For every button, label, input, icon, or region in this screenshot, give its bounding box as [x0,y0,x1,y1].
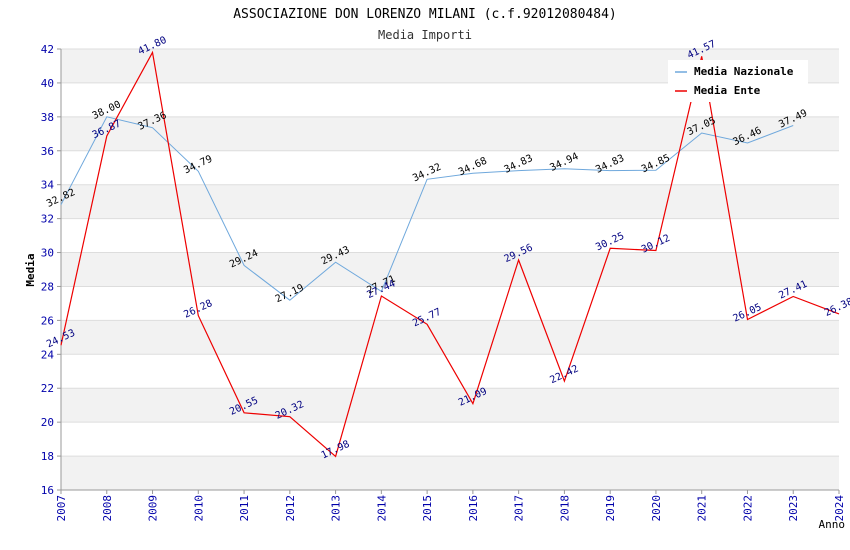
y-tick-label: 34 [41,179,55,192]
x-axis-ticks: 2007 2008 2009 2010 2011 2012 2013 2014 2015 2016… [55,490,846,522]
y-tick-label: 36 [41,145,54,158]
y-axis-label: Media [24,253,37,286]
x-tick-label: 2007 [55,495,68,522]
y-tick-label: 20 [41,416,54,429]
y-axis-ticks: 16 18 20 22 24 26 28 30 32 34 36 38 40 42 [41,43,61,497]
x-tick-label: 2018 [558,495,571,522]
y-tick-label: 28 [41,280,54,293]
x-tick-label: 2016 [467,495,480,522]
y-tick-label: 18 [41,450,54,463]
legend-label-nazionale: Media Nazionale [694,65,794,78]
grid-band [61,388,839,423]
data-label: 26.38 [823,296,850,319]
y-tick-label: 16 [41,484,54,497]
x-tick-label: 2021 [696,495,709,522]
grid-band [61,320,839,355]
x-tick-label: 2012 [284,495,297,522]
data-label: 34.83 [503,153,535,176]
data-label: 34.32 [411,162,443,185]
data-label: 26.28 [182,298,214,321]
chart-title: ASSOCIAZIONE DON LORENZO MILANI (c.f.920… [233,7,617,22]
data-label: 34.83 [594,153,626,176]
series-line-nazionale [60,116,794,301]
x-tick-label: 2023 [787,495,800,522]
grid-band [61,184,839,219]
legend: Media Nazionale Media Ente [668,60,808,102]
y-tick-label: 26 [41,314,54,327]
data-label: 34.94 [548,151,580,174]
grid-band [61,456,839,490]
legend-label-ente: Media Ente [694,84,761,97]
x-tick-label: 2014 [375,495,388,522]
legend-box [668,60,808,102]
y-tick-label: 30 [41,247,54,260]
x-tick-label: 2015 [421,495,434,522]
y-tick-label: 22 [41,382,54,395]
x-tick-label: 2011 [238,495,251,522]
x-tick-label: 2009 [147,495,160,522]
y-tick-label: 40 [41,77,54,90]
x-tick-label: 2008 [101,495,114,522]
grid-lines [61,48,839,491]
grid-band [61,116,839,151]
x-tick-label: 2013 [330,495,343,522]
x-tick-label: 2019 [604,495,617,522]
x-tick-label: 2020 [650,495,663,522]
grid-bands [61,49,839,490]
data-label: 34.85 [640,153,672,176]
y-tick-label: 24 [41,348,55,361]
data-label: 34.79 [182,154,214,177]
y-tick-label: 32 [41,213,54,226]
grid-band [61,252,839,287]
chart-subtitle: Media Importi [378,28,472,42]
y-tick-label: 38 [41,111,54,124]
x-tick-label: 2022 [741,495,754,522]
data-label: 22.42 [548,363,580,386]
x-axis-label: Anno [819,518,846,531]
x-tick-label: 2010 [192,495,205,522]
x-tick-label: 2024 [833,495,846,522]
data-label: 34.68 [457,156,489,179]
x-tick-label: 2017 [513,495,526,522]
y-tick-label: 42 [41,43,54,56]
